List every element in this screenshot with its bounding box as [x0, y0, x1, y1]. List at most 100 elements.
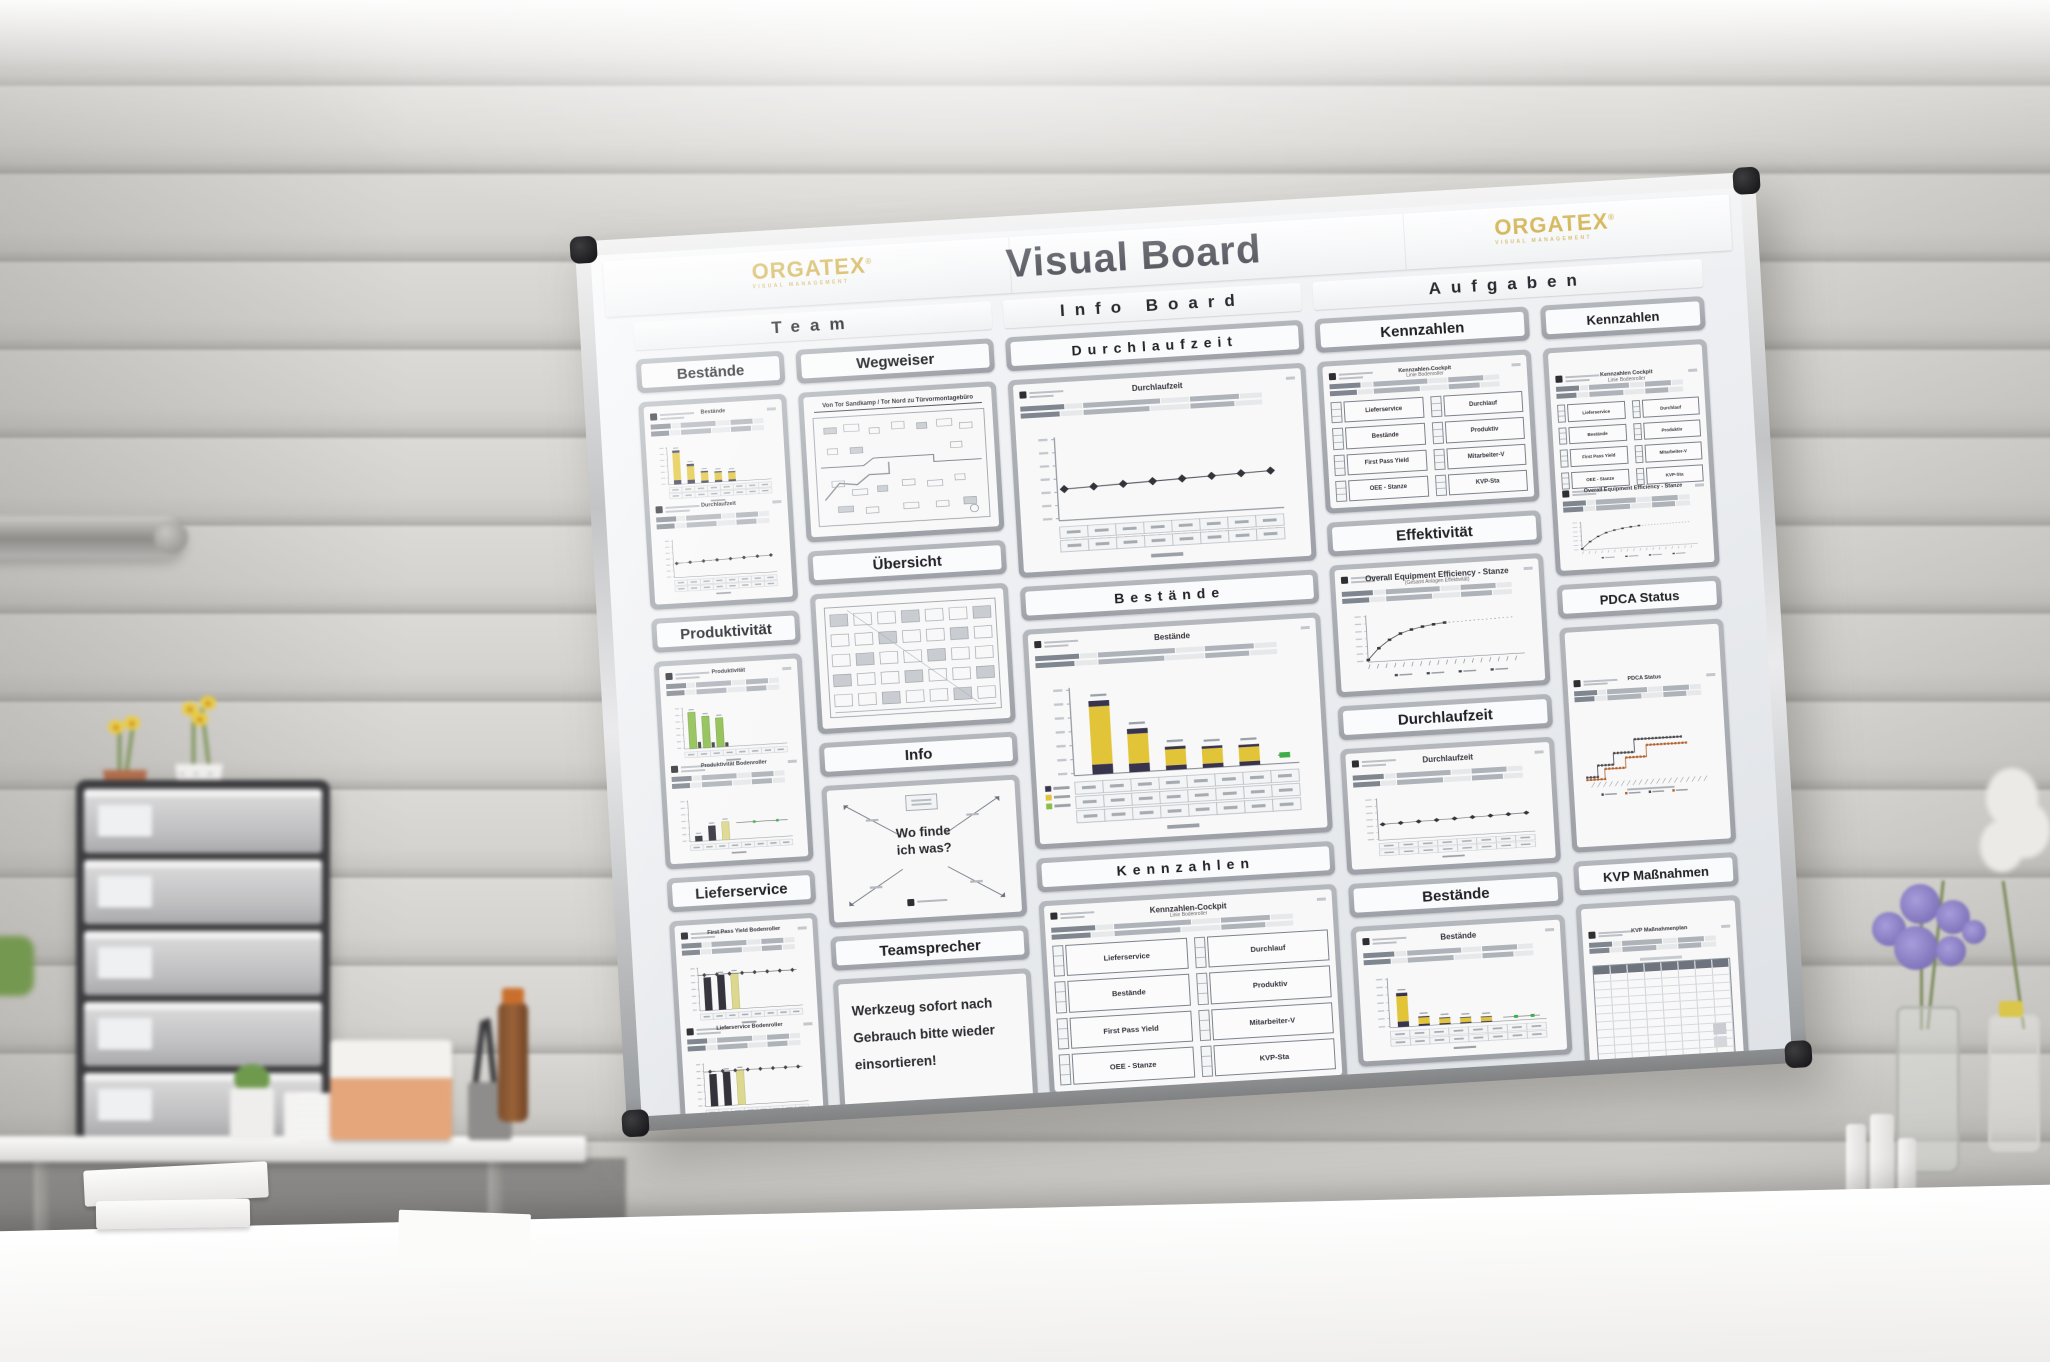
- document-paper: Bestände: [1027, 617, 1328, 845]
- succulent-pot: [230, 1088, 274, 1140]
- label-panel: Produktivität: [651, 610, 801, 653]
- company-logo-mark: [1328, 372, 1337, 381]
- drawer-label: [98, 947, 152, 979]
- daffodil-bloom: [192, 712, 208, 726]
- label-panel: Wegweiser: [795, 338, 996, 384]
- page-tag: [787, 759, 797, 764]
- section-label: Kennzahlen: [1545, 301, 1701, 335]
- paper-sheet: [397, 1209, 531, 1271]
- chart-block: Produktivität: [665, 665, 796, 765]
- kpi-item: First Pass Yield: [1333, 449, 1428, 476]
- doc-title: Produktivität: [711, 667, 746, 676]
- traffic-cell: [1436, 488, 1446, 496]
- kpi-cockpit-grid: Lieferservice Durchlauf Bestände Produktiv F…: [1330, 390, 1529, 503]
- drawer: [84, 1073, 322, 1137]
- page-tag: [1545, 927, 1555, 932]
- kpi-item: Lieferservice: [1052, 937, 1189, 977]
- page-tag: [1688, 368, 1698, 373]
- kpi-label: First Pass Yield: [1069, 1010, 1193, 1049]
- traffic-light: [1197, 1009, 1211, 1041]
- kpi-label: Mitarbeiter-V: [1210, 1001, 1334, 1041]
- amber-bottle: [498, 988, 528, 1122]
- document-paper: Bestände: [1355, 919, 1568, 1062]
- kpi-item: Lieferservice: [1557, 401, 1626, 423]
- traffic-cell: [1053, 946, 1063, 957]
- section-lieferservice: Lieferservice First Pass Yield Bodenroll…: [666, 869, 830, 1117]
- page-tag: [766, 407, 776, 411]
- kpi-item: Durchlauf: [1631, 396, 1700, 419]
- kpi-label: KVP-Sta: [1447, 469, 1529, 496]
- mini-chart: [1365, 798, 1537, 858]
- kpi-item: Lieferservice: [1330, 396, 1425, 424]
- kpi-label: Produktiv: [1208, 965, 1332, 1004]
- traffic-light: [1330, 401, 1343, 424]
- kpi-cockpit-grid: Lieferservice Durchlauf Bestände Produktiv F…: [1052, 929, 1336, 1086]
- visual-board: ORGATEX® VISUAL MANAGEMENT Visual Board …: [569, 166, 1813, 1138]
- company-logo-mark: [1019, 391, 1027, 399]
- section-label: KVP Maßnahmen: [1578, 857, 1734, 891]
- chart-block: Produktivität Bodenroller: [670, 758, 802, 858]
- traffic-light: [1333, 454, 1346, 476]
- kpi-item: First Pass Yield: [1056, 1010, 1193, 1050]
- section-label: Effektivität: [1331, 515, 1537, 552]
- traffic-cell: [1060, 1074, 1072, 1085]
- info-poster: Wo finde ich was?: [833, 786, 1016, 916]
- document-paper: PDCA Status: [1564, 623, 1731, 848]
- label-panel: Kennzahlen: [1314, 306, 1531, 354]
- traffic-cell: [1332, 416, 1343, 423]
- section-label: Lieferservice: [671, 875, 811, 908]
- label-panel: Durchlaufzeit: [1337, 693, 1554, 741]
- doc-durchlaufzeit-col4: Durchlaufzeit: [1340, 736, 1562, 876]
- company-logo-mark: [686, 1028, 694, 1036]
- section-effektivitaet: Effektivität Overall Equipment Efficienc…: [1326, 510, 1551, 698]
- corner-cap: [1784, 1039, 1813, 1069]
- page-tag: [1285, 376, 1296, 380]
- drawer: [84, 1002, 322, 1066]
- kpi-item: Bestände: [1558, 423, 1627, 446]
- traffic-light: [1195, 972, 1209, 1005]
- kpi-label: First Pass Yield: [1569, 445, 1629, 467]
- traffic-cell: [1196, 973, 1207, 985]
- traffic-cell: [1333, 442, 1344, 449]
- document-paper: Durchlaufzeit: [1345, 741, 1556, 870]
- traffic-light: [1193, 936, 1207, 969]
- traffic-cell: [1056, 1002, 1067, 1013]
- label-panel: Effektivität: [1326, 510, 1543, 557]
- column-info-board: Durchlaufzeit Durchlaufzeit Bestände Bes…: [1005, 319, 1348, 1098]
- doc-title: Bestände: [1440, 930, 1477, 942]
- company-logo-mark: [1588, 931, 1596, 939]
- traffic-cell: [1562, 483, 1570, 489]
- traffic-light: [1432, 448, 1446, 471]
- traffic-cell: [1199, 1030, 1211, 1040]
- label-panel: Bestände: [1348, 871, 1564, 919]
- traffic-cell: [1336, 494, 1348, 502]
- traffic-cell: [1201, 1056, 1212, 1067]
- traffic-light: [1631, 400, 1641, 419]
- drawer-label: [98, 805, 152, 837]
- traffic-cell: [1057, 1018, 1068, 1030]
- traffic-cell: [1060, 1064, 1070, 1076]
- label-panel: Lieferservice: [666, 869, 817, 913]
- mini-chart: [1375, 977, 1548, 1050]
- document-paper: Produktivität Produktivität Bodenroller: [658, 658, 809, 865]
- label-panel: Info: [818, 731, 1019, 778]
- company-logo-mark: [1555, 375, 1563, 384]
- traffic-light: [1434, 474, 1447, 497]
- traffic-light: [1558, 427, 1568, 446]
- document-paper: Overall Equipment Efficiency - Stanze (Ge…: [1334, 558, 1546, 693]
- section-teamsprecher: Teamsprecher Werkzeug sofort nach Gebrau…: [830, 925, 1040, 1117]
- traffic-cell: [1195, 957, 1206, 968]
- mini-chart: [1586, 734, 1708, 796]
- traffic-light: [1557, 404, 1567, 423]
- company-logo-mark: [907, 898, 915, 907]
- status-dot-yellow: [1437, 482, 1446, 484]
- page-tag: [803, 1022, 813, 1026]
- status-dot-green: [1432, 410, 1442, 412]
- daffodil-bloom: [182, 702, 198, 716]
- traffic-cell: [1561, 461, 1569, 467]
- traffic-cell: [1202, 1066, 1212, 1077]
- section-label: Bestände: [1353, 876, 1559, 913]
- traffic-cell: [1054, 966, 1065, 976]
- label-panel: Kennzahlen: [1035, 840, 1336, 893]
- kpi-cockpit-grid: Lieferservice Durchlauf Bestände Produktiv F…: [1557, 396, 1704, 490]
